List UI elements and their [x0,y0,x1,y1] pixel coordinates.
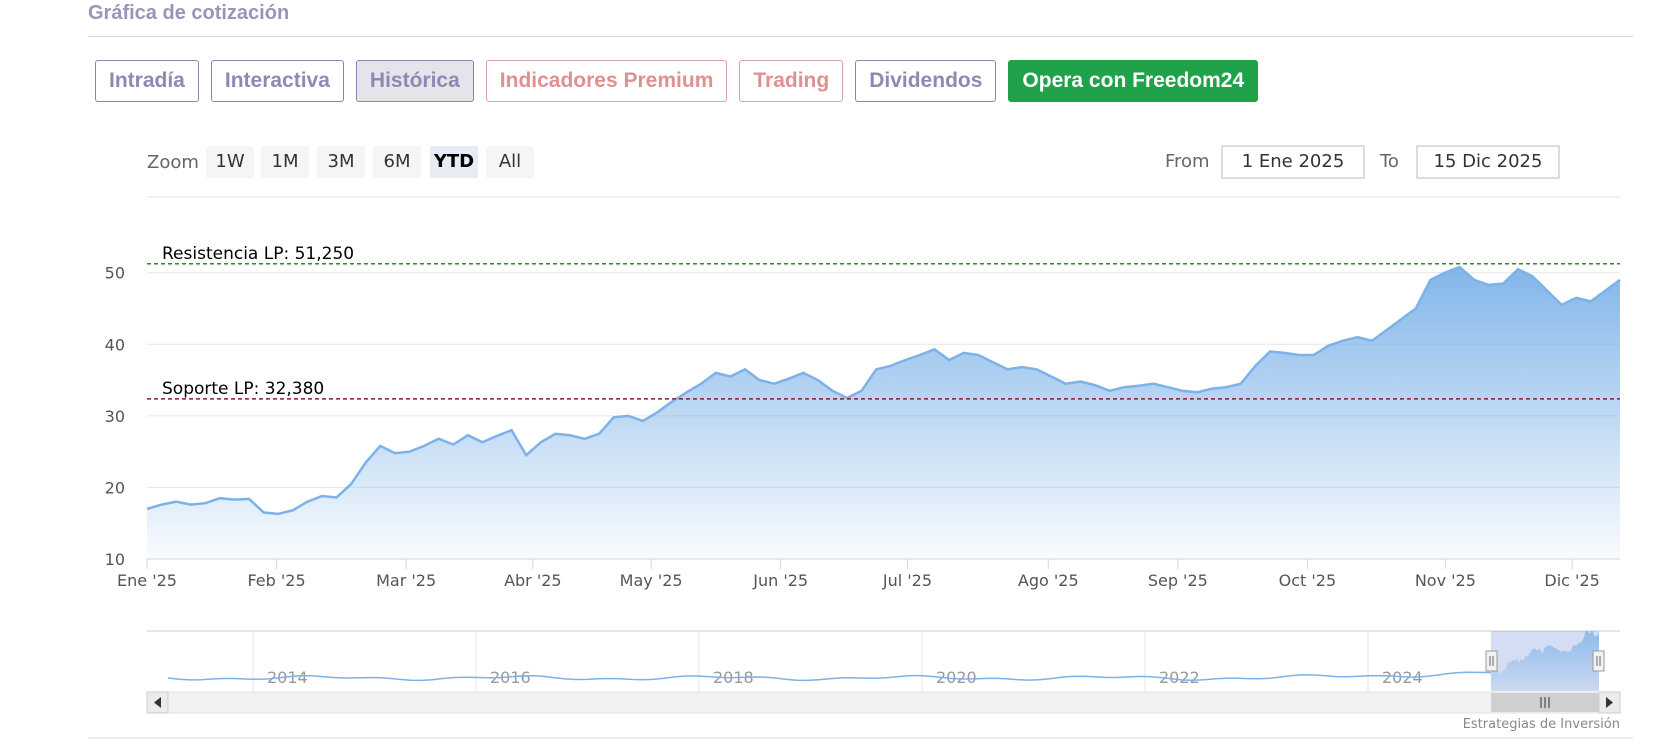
zoom-button-bg [486,146,534,178]
x-tick-label: Ene '25 [117,571,177,590]
zoom-label: Zoom [147,152,199,173]
zoom-button-bg [430,146,478,178]
zoom-ytd-button[interactable]: YTD [430,146,478,178]
zoom-6m-button[interactable]: 6M [373,146,421,178]
zoom-button-bg [373,146,421,178]
y-tick-label: 10 [105,550,125,569]
x-axis: Ene '25 Feb '25 Mar '25 Abr '25 May '25 Jun '… [117,559,1600,590]
x-tick-label: Feb '25 [247,571,305,590]
tab-histórica[interactable]: Histórica [355,60,474,102]
x-tick-label: Oct '25 [1279,571,1337,590]
x-tick-label: Dic '25 [1544,571,1599,590]
from-input[interactable]: 1 Ene 2025 [1242,151,1345,172]
zoom-3m-button[interactable]: 3M [317,146,365,178]
zoom-button-label: 1W [215,151,244,172]
scrollbar-track[interactable] [146,691,1621,714]
tab-interactiva[interactable]: Interactiva [210,60,344,102]
y-tick-label: 40 [105,335,125,354]
divider-top [88,36,1633,37]
credits[interactable]: Estrategias de Inversión [1463,717,1620,732]
x-tick-label: Nov '25 [1415,571,1476,590]
navigator-year-label: 2022 [1159,668,1200,687]
x-tick-label: May '25 [620,571,683,590]
x-tick-label: Jun '25 [752,571,808,590]
navigator-right-handle[interactable] [1592,650,1605,672]
zoom-button-bg [317,146,365,178]
level-annotations: Resistencia LP: 51,250 Soporte LP: 32,380 [147,244,1620,400]
navigator-line [167,671,1492,682]
zoom-button-label: All [499,151,521,172]
zoom-button-label: 3M [328,151,355,172]
to-label: To [1379,151,1399,172]
support-label: Soporte LP: 32,380 [162,379,324,399]
zoom-bar: Zoom 1W 1M 3M 6M YTD All From 1 Ene 2025 To 1… [147,145,1560,179]
zoom-1w-button[interactable]: 1W [206,146,254,178]
chart-tabs: Intradía Interactiva Histórica Indicadores … [95,60,1259,102]
price-area [147,267,1620,559]
tab-intradía[interactable]: Intradía [95,60,199,102]
tab-opera-con-freedom24[interactable]: Opera con Freedom24 [1008,60,1259,102]
navigator-year-label: 2020 [936,668,977,687]
zoom-button-label: 1M [272,151,299,172]
to-input[interactable]: 15 Dic 2025 [1434,151,1543,172]
tab-trading[interactable]: Trading [739,60,844,102]
y-axis: 10 20 30 40 50 [105,264,125,569]
x-tick-label: Sep '25 [1148,571,1208,590]
section-title: Gráfica de cotización [88,2,290,24]
y-tick-label: 30 [105,407,125,426]
scrollbar[interactable] [146,691,1621,714]
scroll-left-arrow-icon [154,697,161,708]
to-input-box[interactable] [1416,145,1560,179]
x-tick-label: Jul '25 [882,571,932,590]
navigator[interactable]: 2014 2016 2018 2020 2022 2024 [147,630,1620,691]
x-tick-label: Abr '25 [504,571,562,590]
zoom-button-bg [261,146,309,178]
price-line [146,265,1621,516]
tab-dividendos[interactable]: Dividendos [855,60,997,102]
from-input-box[interactable] [1221,145,1365,179]
y-tick-label: 50 [105,264,125,283]
navigator-left-handle[interactable] [1485,650,1498,672]
zoom-1m-button[interactable]: 1M [261,146,309,178]
from-label: From [1165,151,1210,172]
zoom-button-bg [206,146,254,178]
y-tick-label: 20 [105,478,125,497]
zoom-button-label: YTD [433,151,474,172]
x-tick-label: Mar '25 [376,571,436,590]
resistance-label: Resistencia LP: 51,250 [162,244,354,264]
scroll-right-arrow-icon [1606,697,1613,708]
zoom-all-button[interactable]: All [486,146,534,178]
navigator-selected-area [1491,630,1599,691]
zoom-button-label: 6M [384,151,411,172]
tab-indicadores-premium[interactable]: Indicadores Premium [485,60,728,102]
x-tick-label: Ago '25 [1018,571,1079,590]
